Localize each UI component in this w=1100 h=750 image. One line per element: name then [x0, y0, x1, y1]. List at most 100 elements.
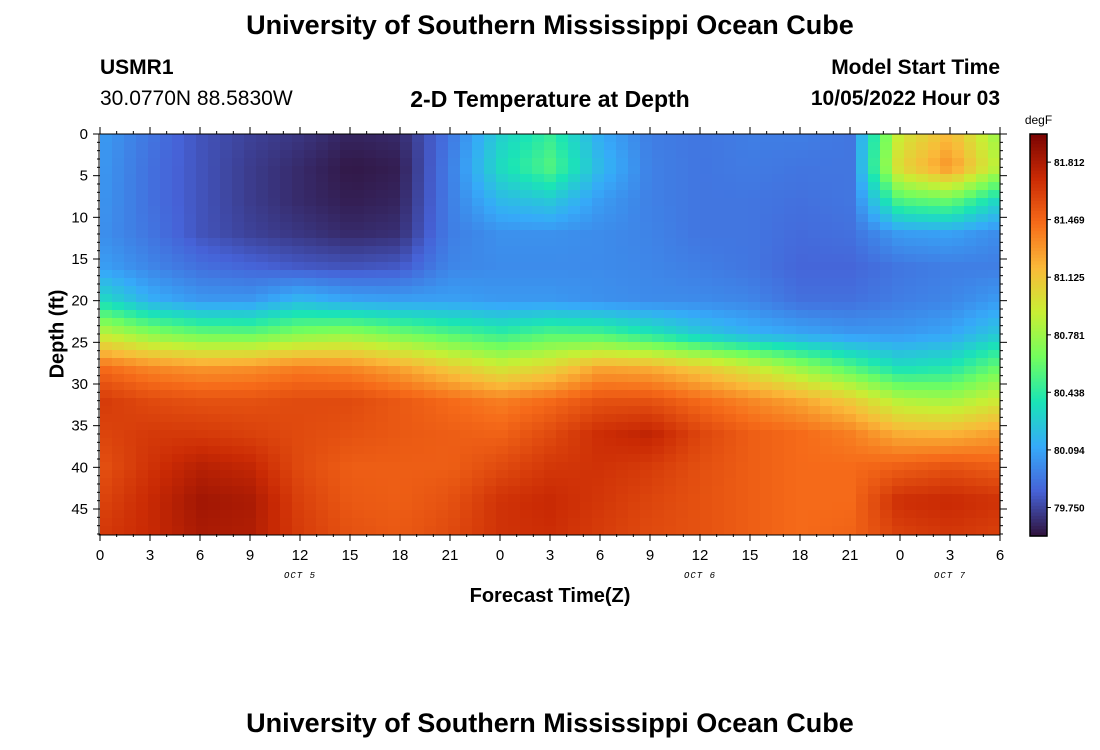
heatmap-cell	[124, 494, 137, 503]
heatmap-cell	[616, 278, 629, 287]
heatmap-cell	[916, 510, 929, 519]
colorbar-segment	[1030, 227, 1047, 232]
heatmap-cell	[760, 310, 773, 319]
heatmap-cell	[844, 502, 857, 511]
heatmap-cell	[136, 182, 149, 191]
heatmap-cell	[352, 158, 365, 167]
colorbar-segment	[1030, 519, 1047, 524]
heatmap-cell	[244, 494, 257, 503]
heatmap-cell	[472, 190, 485, 199]
heatmap-cell	[832, 134, 845, 143]
heatmap-cell	[292, 526, 305, 535]
heatmap-cell	[688, 478, 701, 487]
heatmap-cell	[880, 206, 893, 215]
heatmap-cell	[880, 414, 893, 423]
heatmap-cell	[184, 278, 197, 287]
heatmap-cell	[664, 310, 677, 319]
heatmap-cell	[220, 270, 233, 279]
heatmap-cell	[100, 494, 113, 503]
heatmap-cell	[544, 470, 557, 479]
heatmap-cell	[520, 174, 533, 183]
heatmap-cell	[544, 366, 557, 375]
heatmap-cell	[868, 182, 881, 191]
heatmap-cell	[700, 374, 713, 383]
heatmap-cell	[724, 326, 737, 335]
heatmap-cell	[784, 262, 797, 271]
heatmap-cell	[772, 334, 785, 343]
heatmap-cell	[376, 214, 389, 223]
heatmap-cell	[268, 526, 281, 535]
heatmap-cell	[208, 238, 221, 247]
heatmap-cell	[172, 374, 185, 383]
heatmap-cell	[628, 366, 641, 375]
heatmap-cell	[436, 454, 449, 463]
heatmap-cell	[280, 190, 293, 199]
heatmap-cell	[244, 150, 257, 159]
heatmap-cell	[724, 270, 737, 279]
heatmap-cell	[628, 246, 641, 255]
heatmap-cell	[340, 174, 353, 183]
heatmap-cell	[940, 326, 953, 335]
heatmap-cell	[976, 374, 989, 383]
heatmap-cell	[988, 470, 1001, 479]
heatmap-cell	[256, 246, 269, 255]
heatmap-cell	[700, 230, 713, 239]
heatmap-cell	[508, 486, 521, 495]
heatmap-cell	[568, 198, 581, 207]
heatmap-cell	[304, 382, 317, 391]
heatmap-cell	[592, 230, 605, 239]
heatmap-cell	[124, 166, 137, 175]
heatmap-cell	[988, 414, 1001, 423]
heatmap-cell	[868, 254, 881, 263]
heatmap-cell	[316, 214, 329, 223]
heatmap-cell	[664, 390, 677, 399]
heatmap-cell	[844, 310, 857, 319]
heatmap-cell	[448, 494, 461, 503]
heatmap-cell	[496, 286, 509, 295]
heatmap-cell	[280, 150, 293, 159]
heatmap-cell	[592, 486, 605, 495]
heatmap-cell	[436, 254, 449, 263]
heatmap-cell	[136, 254, 149, 263]
heatmap-cell	[280, 262, 293, 271]
heatmap-cell	[184, 142, 197, 151]
heatmap-cell	[832, 374, 845, 383]
heatmap-cell	[532, 390, 545, 399]
heatmap-cell	[376, 238, 389, 247]
heatmap-cell	[664, 406, 677, 415]
heatmap-cell	[460, 286, 473, 295]
heatmap-cell	[196, 246, 209, 255]
heatmap-cell	[976, 334, 989, 343]
heatmap-cell	[364, 454, 377, 463]
heatmap-cell	[940, 382, 953, 391]
colorbar-segment	[1030, 144, 1047, 148]
heatmap-cell	[112, 206, 125, 215]
heatmap-cell	[148, 486, 161, 495]
heatmap-cell	[976, 366, 989, 375]
heatmap-cell	[640, 462, 653, 471]
heatmap-cell	[748, 302, 761, 311]
heatmap-cell	[340, 254, 353, 263]
heatmap-cell	[304, 494, 317, 503]
heatmap-cell	[412, 142, 425, 151]
heatmap-cell	[736, 190, 749, 199]
heatmap-cell	[424, 318, 437, 327]
heatmap-cell	[436, 174, 449, 183]
heatmap-cell	[760, 270, 773, 279]
heatmap-cell	[796, 446, 809, 455]
colorbar-segment	[1030, 254, 1047, 259]
heatmap-cell	[376, 134, 389, 143]
heatmap-cell	[496, 342, 509, 351]
heatmap-cell	[412, 382, 425, 391]
heatmap-cell	[460, 390, 473, 399]
heatmap-cell	[832, 390, 845, 399]
heatmap-cell	[364, 294, 377, 303]
heatmap-cell	[712, 358, 725, 367]
heatmap-cell	[712, 254, 725, 263]
heatmap-cell	[712, 526, 725, 535]
heatmap-cell	[556, 446, 569, 455]
heatmap-cell	[304, 190, 317, 199]
heatmap-cell	[208, 374, 221, 383]
heatmap-cell	[772, 462, 785, 471]
heatmap-cell	[868, 358, 881, 367]
